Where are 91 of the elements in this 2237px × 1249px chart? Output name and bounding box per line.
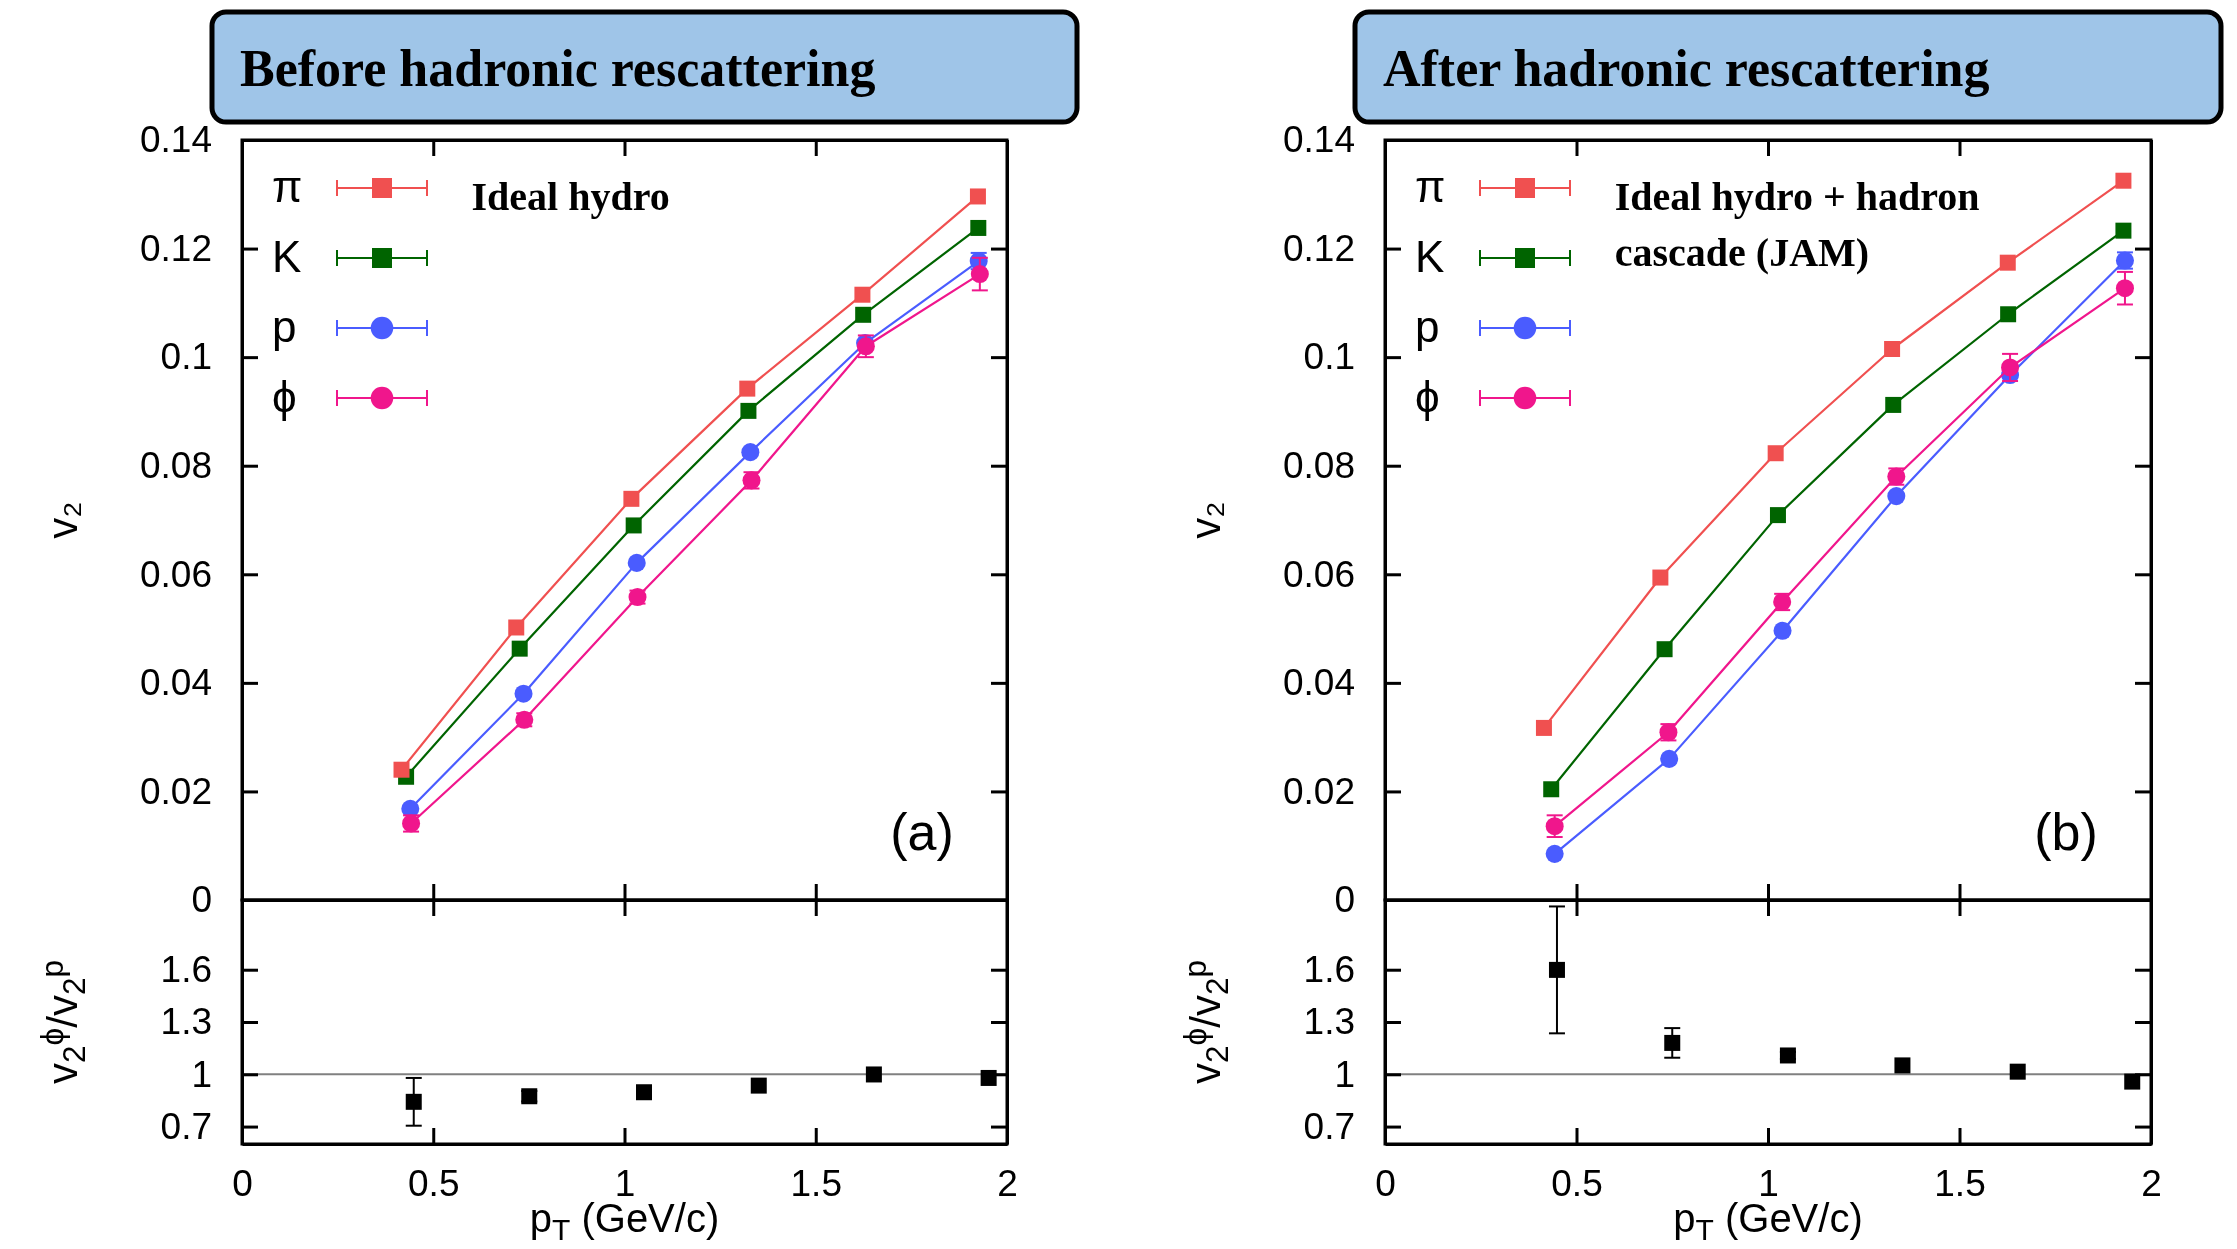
y-tick-label: 0.06 xyxy=(1282,553,1355,595)
y-tick-label: 0 xyxy=(191,879,212,921)
y-tick-label: 0.1 xyxy=(160,336,212,378)
y-tick-label: 1 xyxy=(191,1053,212,1095)
y-tick-label: 0.02 xyxy=(1282,770,1355,812)
legend-label: ϕ xyxy=(272,372,297,421)
legend-label: ϕ xyxy=(1415,372,1440,421)
point xyxy=(980,1069,997,1086)
point xyxy=(1543,781,1560,798)
x-tick-label: 2 xyxy=(997,1163,1018,1205)
point xyxy=(855,306,872,323)
y-tick-label: 0.14 xyxy=(1282,119,1355,161)
y-tick-label: 1.3 xyxy=(160,1001,212,1043)
legend-label: π xyxy=(272,162,303,211)
x-tick-label: 0 xyxy=(1375,1163,1396,1205)
point xyxy=(1548,961,1565,978)
y-tick-label: 0.02 xyxy=(139,770,212,812)
point xyxy=(1660,749,1679,768)
point xyxy=(1767,445,1784,462)
y-tick-label: 1.3 xyxy=(1303,1001,1355,1043)
x-tick-label: 0 xyxy=(232,1163,253,1205)
annotation: Ideal hydro xyxy=(471,174,670,219)
y-tick-label: 1.6 xyxy=(1303,949,1355,991)
point xyxy=(2009,1063,2026,1080)
legend-label: p xyxy=(1415,302,1440,351)
point xyxy=(969,188,986,205)
point xyxy=(514,684,533,703)
point xyxy=(393,761,410,778)
point xyxy=(2115,279,2134,298)
point xyxy=(623,490,640,507)
annotation: Ideal hydro + hadron cascade (JAM) xyxy=(1614,174,1980,275)
point xyxy=(1664,1034,1681,1051)
x-tick-label: 1.5 xyxy=(790,1163,842,1205)
y-tick-label: 0.14 xyxy=(139,119,212,161)
y-axis-title: v₂ xyxy=(39,501,86,539)
point xyxy=(511,640,528,657)
point xyxy=(1773,621,1792,640)
y-tick-label: 1.6 xyxy=(160,949,212,991)
point xyxy=(508,619,525,636)
point xyxy=(627,553,646,572)
point xyxy=(1885,396,1902,413)
point xyxy=(739,380,756,397)
x-tick-label: 0.5 xyxy=(1551,1163,1603,1205)
annotation: (a) xyxy=(890,803,954,861)
x-tick-label: 1.5 xyxy=(1934,1163,1986,1205)
point xyxy=(636,1084,653,1101)
y-tick-label: 0 xyxy=(1334,879,1355,921)
annotation: (b) xyxy=(2034,803,2098,861)
legend-label: π xyxy=(1415,162,1446,211)
point xyxy=(970,219,987,236)
point xyxy=(854,286,871,303)
y-tick-label: 0.12 xyxy=(1282,227,1355,269)
legend-label: K xyxy=(272,232,302,281)
y-tick-label: 0.08 xyxy=(139,445,212,487)
y-tick-label: 0.04 xyxy=(139,662,212,704)
y-tick-label: 0.06 xyxy=(139,553,212,595)
point xyxy=(750,1077,767,1094)
y-tick-label: 1 xyxy=(1334,1053,1355,1095)
point xyxy=(1656,641,1673,658)
point xyxy=(625,517,642,534)
point xyxy=(740,402,757,419)
point xyxy=(1999,254,2016,271)
y-axis-title: v₂ xyxy=(1182,501,1229,539)
y-tick-label: 0.04 xyxy=(1282,662,1355,704)
point xyxy=(2115,172,2132,189)
point xyxy=(970,265,989,284)
point xyxy=(2124,1073,2141,1090)
point xyxy=(1894,1057,1911,1074)
y-tick-label: 0.08 xyxy=(1282,445,1355,487)
point xyxy=(2001,358,2020,377)
x-tick-label: 2 xyxy=(2141,1163,2162,1205)
point xyxy=(1884,341,1901,357)
point xyxy=(865,1066,882,1083)
point xyxy=(1545,844,1564,863)
y-tick-label: 0.1 xyxy=(1303,336,1355,378)
point xyxy=(1535,719,1552,736)
chart-title: Before hadronic rescattering xyxy=(240,40,876,97)
y-tick-label: 0.7 xyxy=(1303,1105,1355,1147)
chart-title: After hadronic rescattering xyxy=(1383,40,1990,97)
point xyxy=(1652,569,1669,586)
legend-label: p xyxy=(272,302,297,351)
x-tick-label: 0.5 xyxy=(408,1163,460,1205)
y-tick-label: 0.7 xyxy=(160,1105,212,1147)
y-tick-label: 0.12 xyxy=(139,227,212,269)
point xyxy=(2000,306,2017,323)
point xyxy=(2115,222,2132,239)
point xyxy=(741,443,760,462)
legend-label: K xyxy=(1415,232,1445,281)
point xyxy=(405,1093,422,1110)
point xyxy=(1769,507,1786,524)
point xyxy=(1887,487,1906,506)
